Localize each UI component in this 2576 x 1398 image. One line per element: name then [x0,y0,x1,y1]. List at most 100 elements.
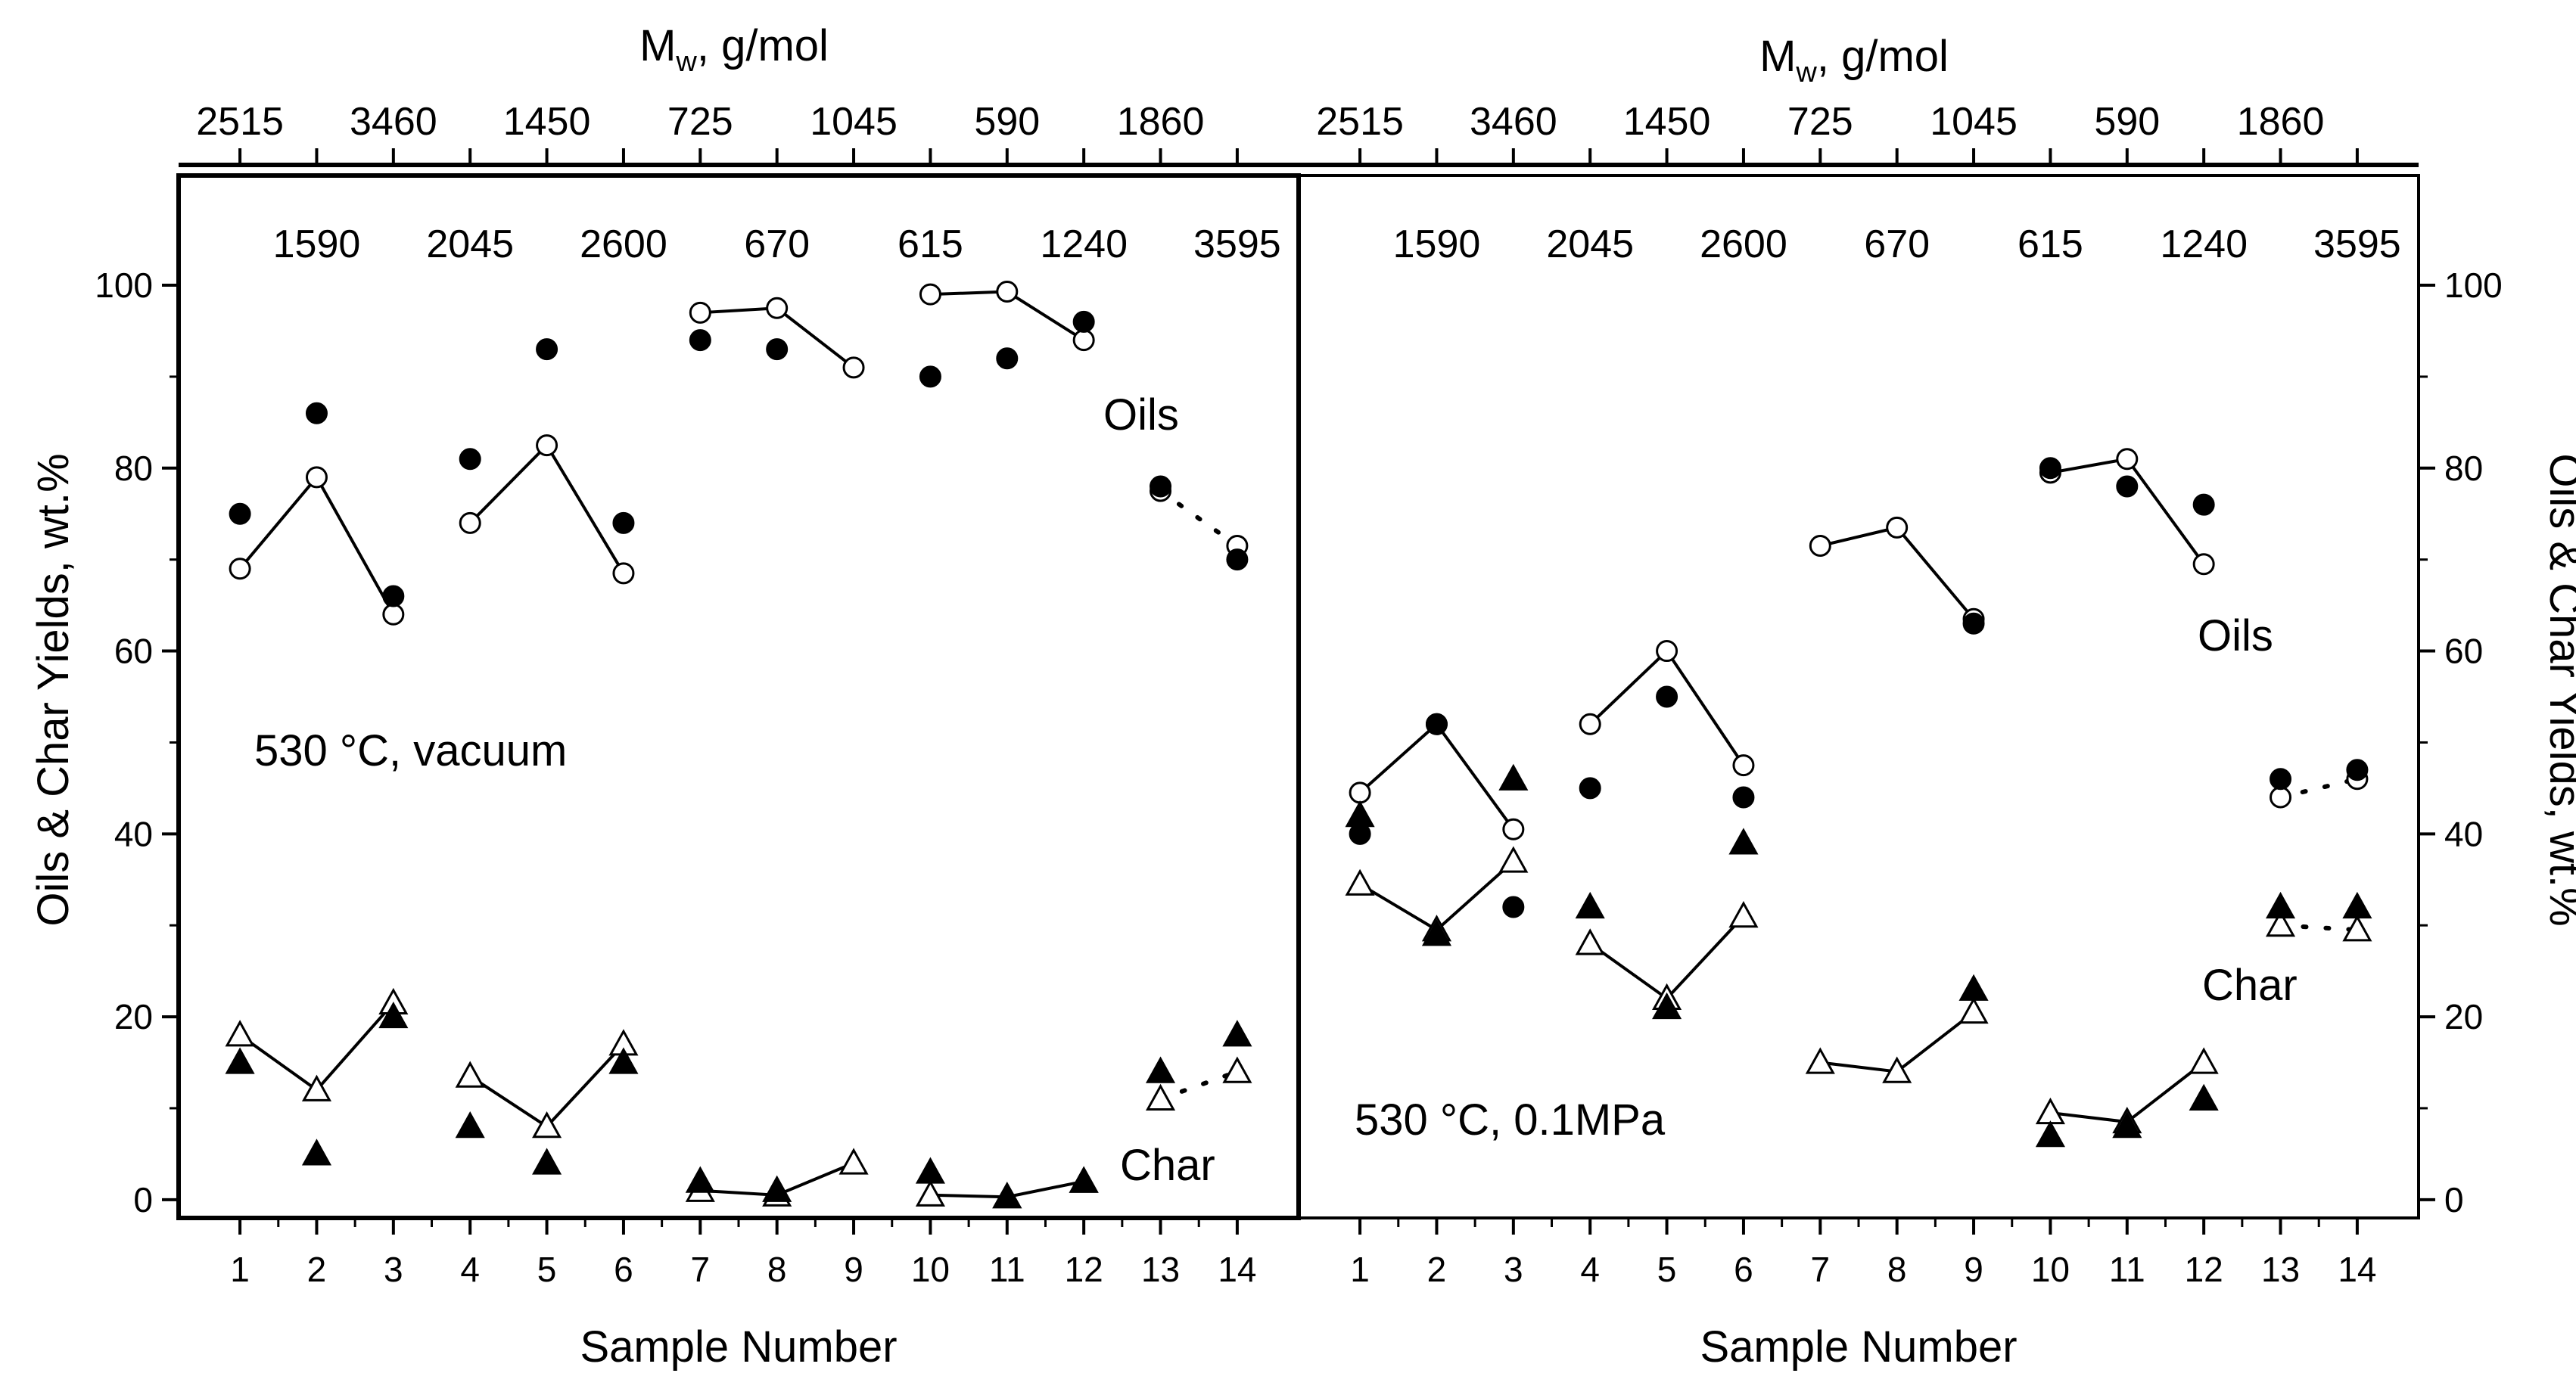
right-x-tick-label: 12 [2185,1250,2223,1289]
right-x-tick-label: 7 [1811,1250,1831,1289]
right-char-open-point [2189,1047,2219,1074]
right-char-solid-point [1421,919,1452,946]
right-oils-open-point [1656,640,1678,663]
left-mw-lower-label: 670 [744,222,810,266]
right-char-solid-point [2265,891,2296,919]
right-oils-open-point [2192,553,2215,576]
left-oils-solid-point [996,347,1019,370]
left-oils-open-point [996,281,1019,303]
left-oils-annotation: Oils [1103,390,1179,440]
left-y-tick-label: 60 [114,632,153,671]
left-x-axis-label: Sample Number [580,1322,897,1372]
right-mw-lower-label: 1590 [1393,222,1481,266]
left-series-dotted-line [1158,1069,1240,1101]
right-char-open-point [1345,868,1375,896]
right-x-tick-label: 9 [1964,1250,1983,1289]
left-oils-open-point [612,562,635,585]
left-x-tick-label: 14 [1218,1250,1256,1289]
right-mw-upper-label: 1860 [2237,100,2325,144]
left-y-axis-label: Oils & Char Yields, wt.% [29,453,78,926]
left-plot-frame [176,173,1301,1220]
left-oils-solid-point [1150,475,1172,498]
left-char-open-point [301,1074,332,1101]
left-x-tick-label: 7 [691,1250,711,1289]
left-series-line [468,443,625,574]
right-y-tick-label: 100 [2444,266,2503,305]
right-char-solid-point [1498,763,1529,791]
left-x-tick-label: 12 [1065,1250,1103,1289]
right-x-tick-label: 8 [1887,1250,1907,1289]
left-char-open-point [532,1111,562,1139]
left-oils-solid-point [305,402,328,424]
right-oils-open-point [1349,781,1371,804]
right-x-tick-label: 13 [2261,1250,2300,1289]
right-oils-solid-point [2116,475,2139,498]
right-char-open-point [2265,910,2296,937]
right-oils-open-point [2270,786,2292,809]
right-oils-open-point [1809,535,1831,558]
right-char-open-point [1728,901,1759,928]
right-char-open-point [1882,1056,1912,1083]
right-series-dotted-line [2278,923,2360,933]
right-oils-open-point [1502,818,1525,840]
right-data-marks [1345,448,2372,1148]
right-x-tick-label: 11 [2109,1250,2145,1289]
right-oils-open-point [1579,713,1601,735]
right-mw-upper-label: 1045 [1930,100,2018,144]
left-char-annotation: Char [1120,1141,1215,1190]
right-oils-solid-point [2270,768,2292,791]
right-oils-solid-point [2039,457,2061,480]
left-oils-open-point [536,434,558,457]
right-mw-lower-label: 670 [1864,222,1930,266]
left-x-tick-label: 6 [614,1250,633,1289]
left-x-tick-label: 1 [230,1250,250,1289]
right-x-tick-label: 5 [1657,1250,1677,1289]
right-y-tick-label: 80 [2444,449,2483,488]
right-mw-lower-label: 1240 [2160,222,2248,266]
right-char-solid-point [1575,891,1605,919]
right-y-tick-label: 0 [2444,1180,2464,1219]
right-x-tick-label: 14 [2338,1250,2376,1289]
right-char-solid-point [1728,828,1759,855]
left-x-tick-label: 5 [537,1250,557,1289]
right-oils-solid-point [1425,713,1448,735]
right-oils-solid-point [1732,786,1755,809]
right-x-axis-label: Sample Number [1700,1322,2017,1372]
right-oils-solid-point [1656,685,1678,708]
right-oils-solid-point [2346,759,2369,781]
right-x-tick-label: 2 [1427,1250,1447,1289]
right-plot-frame [1297,174,2420,1219]
right-oils-open-point [1886,516,1909,539]
right-mw-lower-label: 615 [2018,222,2083,266]
left-mw-upper-label: 3460 [350,100,437,144]
left-oils-solid-point [766,338,789,361]
left-oils-open-point [382,603,405,626]
left-oils-solid-point [1072,310,1095,333]
right-oils-solid-point [1962,612,1985,635]
left-oils-open-point [305,466,328,489]
right-char-open-point [2342,915,2372,942]
left-char-solid-point [915,1157,945,1184]
left-char-open-point [838,1148,869,1175]
left-oils-open-point [459,511,481,534]
left-oils-open-point [766,297,789,319]
right-char-open-point [2035,1097,2065,1125]
right-x-tick-label: 3 [1504,1250,1523,1289]
right-char-open-point [1805,1047,1835,1074]
left-y-tick-label: 100 [95,266,153,305]
left-char-solid-point [301,1139,332,1166]
right-series-line [2050,457,2205,565]
left-x-tick-label: 3 [384,1250,403,1289]
right-series-line [1358,722,1515,831]
right-mw-upper-label: 590 [2094,100,2160,144]
left-oils-solid-point [229,502,251,525]
right-oils-open-point [1732,754,1755,777]
right-oils-solid-point [1579,777,1601,800]
right-x-tick-label: 1 [1350,1250,1370,1289]
left-mw-lower-label: 2600 [580,222,667,266]
left-char-open-point [455,1061,485,1088]
right-y-axis-label: Oils & Char Yields, wt.% [2540,453,2576,926]
